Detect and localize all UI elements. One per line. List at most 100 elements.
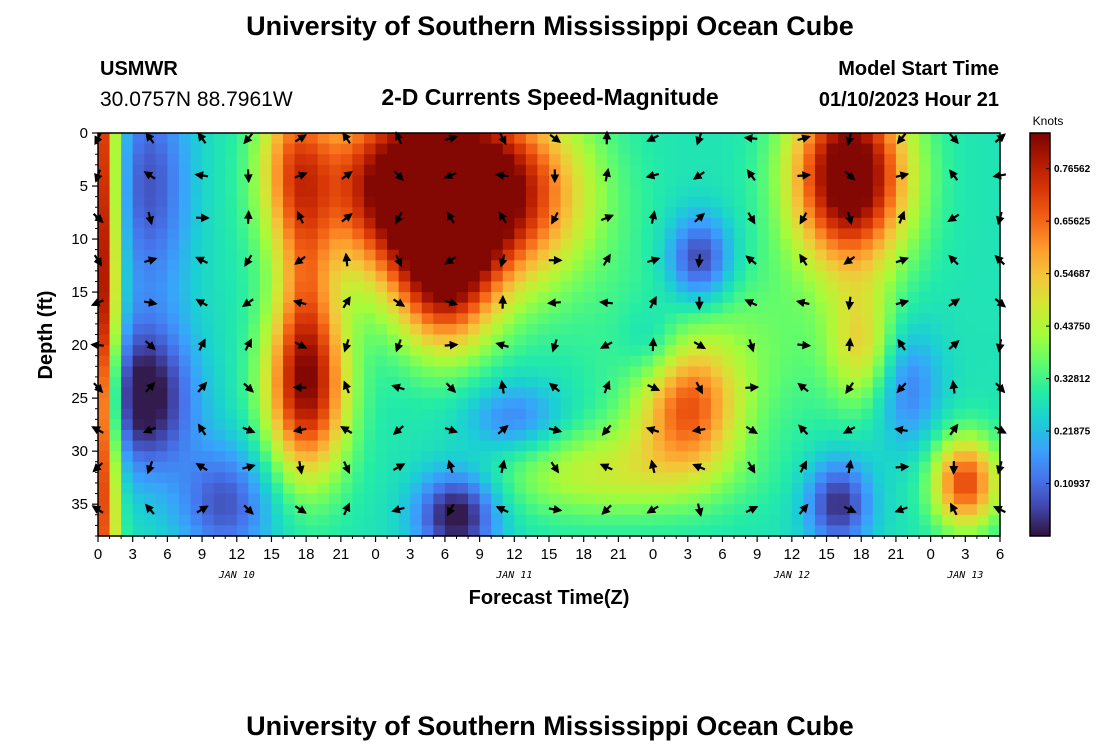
x-tick-label: 9 xyxy=(753,546,761,563)
heatmap-cell xyxy=(757,207,770,219)
heatmap-cell xyxy=(629,451,643,463)
current-arrow xyxy=(948,340,960,350)
heatmap-cell xyxy=(919,525,932,537)
heatmap-cell xyxy=(572,323,585,336)
heatmap-cell xyxy=(259,334,273,346)
heatmap-cell xyxy=(560,440,573,452)
current-arrow xyxy=(143,256,158,265)
heatmap-cell xyxy=(861,345,874,357)
heatmap-cell xyxy=(884,345,897,357)
heatmap-cell xyxy=(225,154,238,166)
heatmap-cell xyxy=(456,408,469,420)
heatmap-cell xyxy=(664,451,677,463)
heatmap-cell xyxy=(514,408,527,420)
heatmap-cell xyxy=(919,228,932,240)
heatmap-cell xyxy=(155,133,168,145)
heatmap-cell xyxy=(930,281,943,293)
heatmap-cell xyxy=(780,440,793,452)
heatmap-cell xyxy=(132,482,145,495)
heatmap-cell xyxy=(687,451,700,463)
heatmap-cell xyxy=(965,228,978,240)
heatmap-cell xyxy=(942,143,955,155)
heatmap-cell xyxy=(421,133,434,145)
heatmap-cell xyxy=(121,323,134,336)
heatmap-cell xyxy=(861,196,874,208)
heatmap-cell xyxy=(525,292,539,304)
heatmap-cell xyxy=(468,239,481,251)
heatmap-cell xyxy=(283,398,296,410)
heatmap-cell xyxy=(202,313,215,325)
heatmap-cell xyxy=(479,387,492,399)
heatmap-cell xyxy=(502,334,515,346)
heatmap-cell xyxy=(965,525,978,537)
heatmap-cell xyxy=(479,514,492,526)
heatmap-cell xyxy=(375,376,388,389)
heatmap-cell xyxy=(884,387,897,399)
product-title: 2-D Currents Speed-Magnitude xyxy=(381,84,718,110)
heatmap-cell xyxy=(132,504,145,516)
heatmap-cell xyxy=(283,419,296,431)
heatmap-cell xyxy=(271,270,284,283)
heatmap-cell xyxy=(537,493,550,505)
heatmap-cell xyxy=(398,281,411,293)
heatmap-cell xyxy=(734,186,747,198)
heatmap-cell xyxy=(132,387,145,399)
heatmap-cell xyxy=(826,461,839,473)
heatmap-cell xyxy=(814,143,828,155)
heatmap-cell xyxy=(491,366,504,378)
heatmap-cell xyxy=(444,249,458,261)
heatmap-cell xyxy=(618,186,631,198)
heatmap-cell xyxy=(664,440,677,452)
heatmap-cell xyxy=(687,143,700,155)
heatmap-cell xyxy=(236,154,249,166)
heatmap-cell xyxy=(190,345,203,357)
heatmap-cell xyxy=(363,228,377,240)
heatmap-cell xyxy=(283,143,296,155)
heatmap-cell xyxy=(976,514,990,526)
heatmap-cell xyxy=(930,260,943,272)
heatmap-cell xyxy=(167,482,180,495)
heatmap-cell xyxy=(225,366,238,378)
heatmap-cell xyxy=(722,154,735,166)
heatmap-cell xyxy=(294,472,307,484)
heatmap-cell xyxy=(121,504,134,516)
heatmap-cell xyxy=(560,154,573,166)
heatmap-cell xyxy=(676,451,689,463)
heatmap-cell xyxy=(861,334,874,346)
heatmap-cell xyxy=(687,239,700,251)
heatmap-cell xyxy=(849,419,862,431)
current-arrow xyxy=(339,425,353,435)
heatmap-cell xyxy=(907,376,920,389)
heatmap-cell xyxy=(780,164,793,177)
heatmap-cell xyxy=(687,419,700,431)
heatmap-cell xyxy=(363,249,377,261)
heatmap-cell xyxy=(271,451,284,463)
heatmap-cell xyxy=(861,525,874,537)
heatmap-cell xyxy=(861,217,874,230)
heatmap-cell xyxy=(340,482,354,495)
heatmap-cell xyxy=(849,186,862,198)
x-tick-label: 6 xyxy=(441,546,449,563)
heatmap-cell xyxy=(791,186,805,198)
heatmap-cell xyxy=(803,334,816,346)
heatmap-cell xyxy=(363,398,377,410)
heatmap-cell xyxy=(976,345,990,357)
heatmap-cell xyxy=(537,133,550,145)
heatmap-cell xyxy=(283,228,296,240)
heatmap-cell xyxy=(595,525,608,537)
heatmap-cell xyxy=(421,398,434,410)
heatmap-cell xyxy=(502,292,515,304)
heatmap-cell xyxy=(352,451,365,463)
heatmap-cell xyxy=(225,493,238,505)
heatmap-cell xyxy=(317,493,330,505)
heatmap-cell xyxy=(884,366,897,378)
heatmap-cell xyxy=(317,281,330,293)
heatmap-cell xyxy=(953,302,966,314)
heatmap-cell xyxy=(930,217,943,230)
heatmap-cell xyxy=(965,376,978,389)
heatmap-cell xyxy=(710,133,724,145)
heatmap-cell xyxy=(491,419,504,431)
heatmap-cell xyxy=(745,249,758,261)
heatmap-cell xyxy=(294,281,307,293)
heatmap-cell xyxy=(352,239,365,251)
